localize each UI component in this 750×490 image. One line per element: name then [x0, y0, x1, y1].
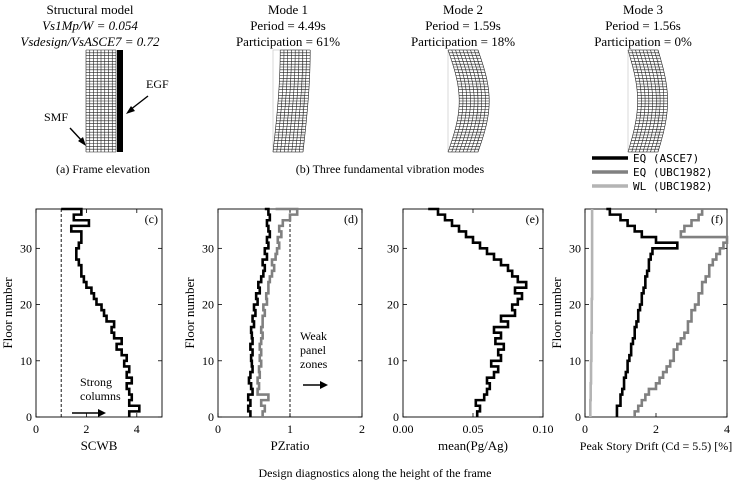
mode-1-period: Period = 4.49s	[250, 18, 326, 33]
legend-label-asce7: EQ (ASCE7)	[633, 152, 699, 165]
y-tick-label: 30	[202, 241, 214, 255]
annotation-text: Strong	[80, 375, 112, 389]
y-tick-label: 30	[569, 241, 581, 255]
series-line-3	[589, 209, 594, 417]
x-axis-label: Peak Story Drift (Cd = 5.5) [%]	[580, 439, 732, 453]
panel-c: 0 10 20 30 0 2 4 (c) SCWB Floor number Strongcolum…	[0, 207, 163, 453]
y-tick-label: 10	[202, 354, 214, 368]
annotation-arrowhead	[320, 381, 328, 389]
y-axis-label: Floor number	[549, 277, 564, 349]
mode-2-period: Period = 1.59s	[425, 18, 501, 33]
mode-3-shape	[627, 49, 668, 153]
x-axis-label: PZratio	[271, 438, 310, 453]
x-tick-label: 0.10	[533, 422, 554, 436]
smf-arrowhead	[78, 137, 86, 146]
y-tick-label: 0	[208, 410, 214, 424]
y-tick-label: 0	[393, 410, 399, 424]
mode-2-participation: Participation = 18%	[411, 34, 515, 49]
structural-line1: Vs1Mp/W = 0.054	[42, 18, 138, 33]
modes-caption: (b) Three fundamental vibration modes	[296, 162, 485, 176]
smf-label: SMF	[44, 110, 68, 124]
annotation-arrowhead	[98, 409, 106, 417]
mode-1-title: Mode 1	[268, 2, 308, 17]
y-tick-label: 10	[569, 354, 581, 368]
egf-arrowhead	[126, 106, 135, 114]
y-tick-label: 20	[387, 298, 399, 312]
series-line-1	[606, 207, 679, 417]
x-tick-label: 2	[83, 422, 89, 436]
x-tick-label: 2	[653, 422, 659, 436]
mode-2-title: Mode 2	[443, 2, 483, 17]
y-tick-label: 20	[569, 298, 581, 312]
panel-tag: (d)	[344, 212, 358, 226]
y-tick-label: 10	[20, 354, 32, 368]
panel-tag: (e)	[526, 212, 539, 226]
annotation-text-1: Weak	[300, 329, 327, 343]
y-tick-label: 0	[26, 410, 32, 424]
y-tick-label: 10	[387, 354, 399, 368]
y-tick-label: 30	[20, 241, 32, 255]
series-line-2	[256, 207, 299, 417]
frame-caption: (a) Frame elevation	[56, 162, 150, 176]
y-tick-label: 20	[20, 298, 32, 312]
plot-area	[217, 208, 363, 418]
frame-elevation-grid	[85, 49, 117, 153]
series-line-1	[428, 207, 528, 417]
frame-grid-lines	[85, 49, 117, 153]
y-tick-label: 30	[387, 241, 399, 255]
panel-f: 0 10 20 30 0 2 4 (f) Peak Story Drift (Cd = 5.5)…	[549, 207, 732, 453]
legend: EQ (ASCE7) EQ (UBC1982) WL (UBC1982)	[592, 152, 712, 193]
egf-label: EGF	[146, 77, 169, 91]
bottom-caption: Design diagnostics along the height of t…	[259, 466, 492, 480]
series-line-1	[246, 207, 272, 417]
legend-label-ubc1982: EQ (UBC1982)	[633, 166, 712, 179]
annotation-text-2: columns	[80, 389, 121, 403]
mode-1-shape	[272, 49, 311, 153]
egf-column	[117, 50, 123, 152]
structural-title: Structural model	[46, 2, 133, 17]
x-tick-label: 0.00	[393, 422, 414, 436]
panel-d: 0 10 20 30 0 1 2 (d) PZratio Floor number Weakpane…	[182, 207, 365, 453]
mode-3-participation: Participation = 0%	[594, 34, 692, 49]
annotation-text-2: panel	[300, 343, 327, 357]
panel-tag: (f)	[711, 212, 723, 226]
panel-e: 0 10 20 30 0.00 0.05 0.10 (e) mean(Pg/Ag)	[387, 207, 554, 453]
plot-area	[35, 208, 163, 418]
panel-tag: (c)	[145, 212, 158, 226]
mode-3-title: Mode 3	[623, 2, 663, 17]
annotation-text-3: zones	[300, 357, 328, 371]
structural-model-panel: Structural model Vs1Mp/W = 0.054 Vsdesig…	[20, 2, 169, 176]
mode-3-period: Period = 1.56s	[605, 18, 681, 33]
x-tick-label: 0	[215, 422, 221, 436]
series-line-2	[633, 209, 729, 417]
x-tick-label: 4	[724, 422, 730, 436]
series-line-1	[61, 207, 141, 417]
x-tick-label: 1	[287, 422, 293, 436]
x-axis-label: SCWB	[81, 438, 118, 453]
y-tick-label: 0	[575, 410, 581, 424]
mode-2-shape	[447, 49, 490, 153]
x-tick-label: 2	[359, 422, 365, 436]
mode-1-participation: Participation = 61%	[236, 34, 340, 49]
x-tick-label: 0	[33, 422, 39, 436]
egf-arrow	[129, 95, 149, 111]
x-tick-label: 4	[134, 422, 140, 436]
structural-line2: Vsdesign/VsASCE7 = 0.72	[20, 34, 160, 49]
y-tick-label: 20	[202, 298, 214, 312]
y-axis-label: Floor number	[182, 277, 197, 349]
x-tick-label: 0	[582, 422, 588, 436]
legend-label-wl: WL (UBC1982)	[633, 180, 712, 193]
x-axis-label: mean(Pg/Ag)	[438, 438, 508, 453]
y-axis-label: Floor number	[0, 277, 15, 349]
x-tick-label: 0.05	[463, 422, 484, 436]
